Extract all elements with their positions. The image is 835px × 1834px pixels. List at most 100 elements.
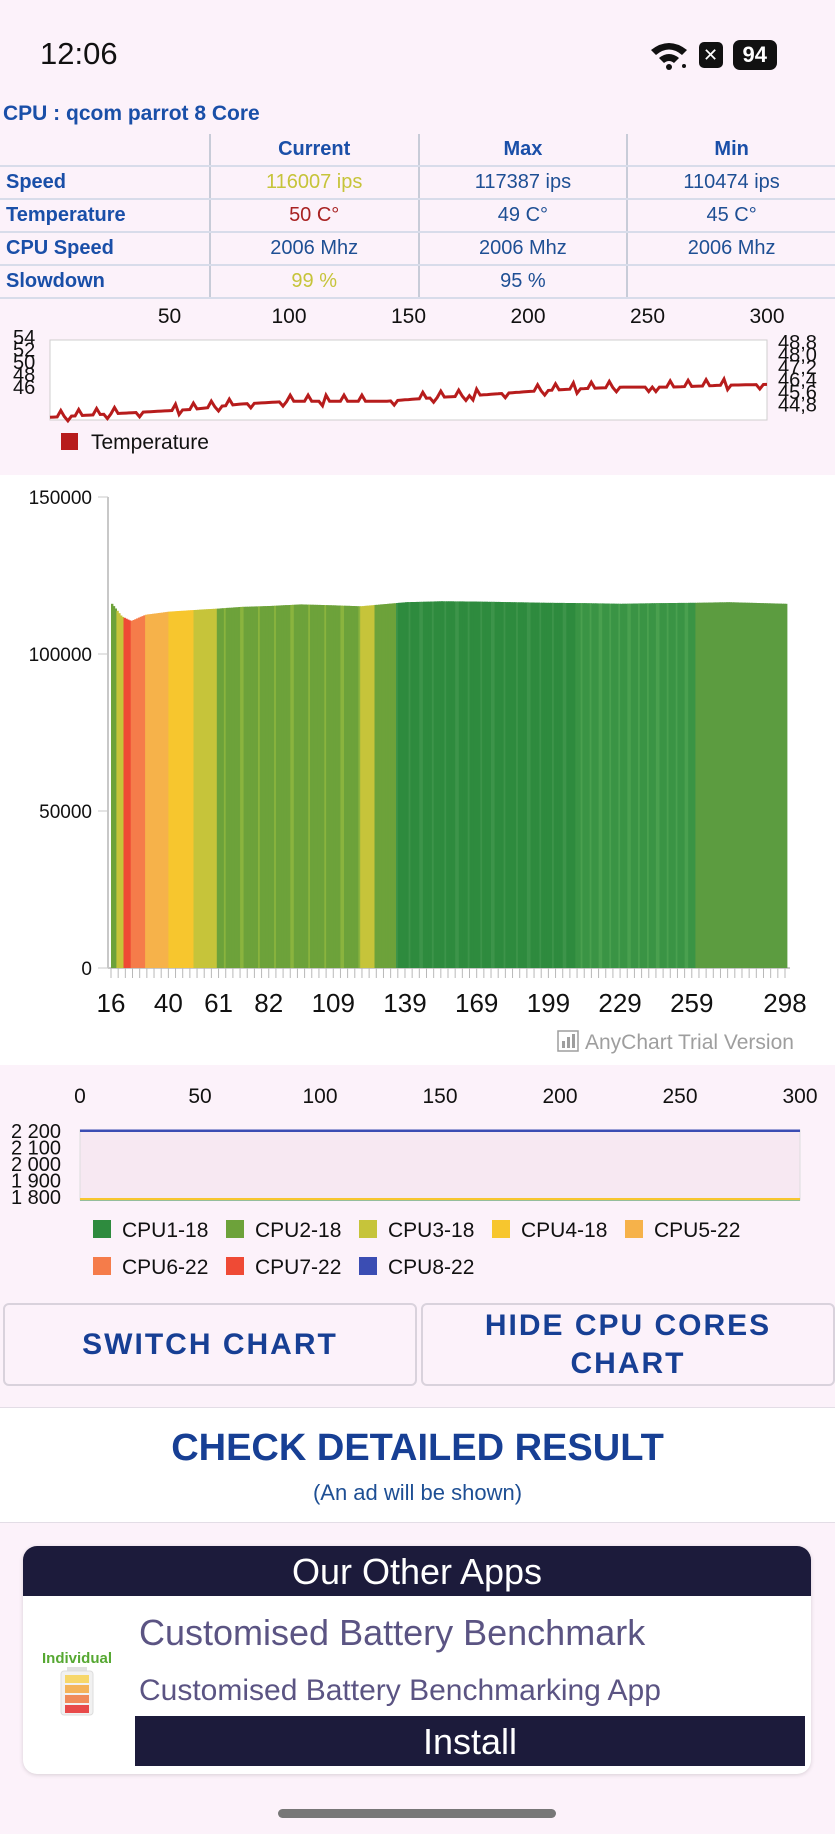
speed-x-tick-label: 199: [527, 988, 570, 1018]
temp-y-tick-label: 50: [13, 352, 35, 374]
speed-bar: [457, 601, 460, 968]
speed-current: 116007 ips: [208, 166, 419, 200]
speed-bar: [492, 601, 496, 968]
speed-bar: [249, 606, 252, 968]
speed-bar: [284, 605, 288, 968]
speed-bar: [154, 613, 157, 968]
speed-bar: [614, 603, 618, 968]
speed-bar: [193, 610, 196, 968]
speed-bar: [507, 602, 510, 968]
speed-bar: [620, 603, 623, 968]
speed-bar: [668, 603, 671, 968]
speed-bar: [632, 603, 635, 968]
speed-bar: [675, 603, 679, 968]
speed-bar: [318, 604, 322, 968]
anychart-watermark-text: AnyChart Trial Version: [585, 1031, 794, 1054]
speed-bar: [446, 601, 449, 968]
speed-bar: [338, 605, 342, 968]
speed-bar: [458, 601, 462, 968]
speed-bar: [367, 605, 370, 968]
speed-bar: [709, 602, 713, 968]
speed-bar: [559, 602, 562, 968]
speed-bar: [745, 602, 748, 968]
check-detailed-result-button[interactable]: CHECK DETAILED RESULT (An ad will be sho…: [0, 1407, 835, 1523]
speed-bar: [634, 603, 637, 968]
speed-bar: [695, 602, 698, 968]
speed-bar: [227, 607, 230, 968]
cores-legend-label: CPU4-18: [521, 1219, 607, 1242]
speed-bar: [727, 602, 730, 968]
speed-bar: [326, 605, 329, 968]
speed-bar: [381, 604, 385, 968]
speed-bar: [256, 606, 259, 968]
speed-bar: [394, 603, 397, 968]
speed-bar: [433, 601, 437, 968]
switch-chart-button[interactable]: SWITCH CHART: [3, 1303, 417, 1386]
speed-bar: [711, 602, 714, 968]
speed-bar: [259, 606, 263, 968]
temperature-plot-area: [49, 339, 768, 421]
speed-bar: [272, 605, 275, 968]
temp-y-tick-label: 46: [13, 377, 35, 399]
install-button[interactable]: Install: [135, 1716, 805, 1766]
speed-bar: [578, 603, 582, 968]
speed-bar: [731, 602, 734, 968]
speed-bar: [546, 602, 549, 968]
hide-cpu-cores-chart-button[interactable]: HIDE CPU CORES CHART: [421, 1303, 835, 1386]
cores-legend-swatch: [625, 1220, 643, 1238]
speed-bar: [331, 605, 334, 968]
speed-bar: [146, 614, 150, 968]
speed-bar: [541, 602, 544, 968]
speed-bar: [245, 606, 248, 968]
cores-x-tick-label: 250: [662, 1085, 697, 1108]
speed-bar: [722, 602, 725, 968]
speed-bar: [682, 602, 686, 968]
speed-bar: [335, 605, 338, 968]
speed-bar: [345, 605, 349, 968]
app-name[interactable]: Customised Battery Benchmark: [139, 1612, 646, 1653]
speed-bar: [725, 602, 729, 968]
speed-bar: [426, 601, 429, 968]
app-logo[interactable]: Individual: [37, 1650, 117, 1722]
battery-app-icon: [60, 1667, 94, 1716]
speed-bar: [548, 602, 551, 968]
speed-bar: [171, 611, 175, 968]
speed-bar: [360, 606, 363, 968]
chart-watermark-icon: [557, 1030, 579, 1052]
temp-x-tick-label: 250: [630, 305, 665, 328]
speed-bar: [197, 609, 200, 968]
speed-bar: [177, 611, 180, 968]
speed-x-tick-label: 109: [312, 988, 355, 1018]
status-time: 12:06: [40, 36, 118, 71]
cores-x-tick-label: 50: [188, 1085, 211, 1108]
speed-bar: [604, 603, 607, 968]
speed-bar: [552, 602, 555, 968]
speed-bar: [621, 603, 625, 968]
speed-bar: [560, 602, 564, 968]
notification-x-icon: ✕: [698, 42, 723, 68]
speed-bar: [471, 601, 474, 968]
home-indicator[interactable]: [278, 1809, 556, 1818]
cores-legend-swatch: [93, 1220, 111, 1238]
table-row: Slowdown 99 % 95 %: [0, 265, 835, 299]
speed-bar: [738, 602, 741, 968]
speed-bar: [749, 602, 752, 968]
speed-bar: [202, 609, 205, 968]
speed-bar: [295, 604, 298, 968]
speed-bar: [315, 604, 318, 968]
speed-bar: [148, 614, 151, 968]
temp-y-tick-label: 54: [13, 327, 35, 349]
speed-bar: [677, 602, 680, 968]
speed-bar: [503, 602, 506, 968]
speed-bar: [344, 605, 347, 968]
speed-bar: [750, 602, 754, 968]
speed-bar: [111, 603, 114, 968]
speed-y-tick-label: 100000: [29, 645, 92, 666]
speed-bar: [399, 602, 402, 968]
wifi-icon: [650, 43, 687, 70]
speed-bar: [369, 605, 372, 968]
speed-bar: [740, 602, 743, 968]
speed-bar: [444, 601, 447, 968]
speed-bar: [170, 611, 173, 968]
speed-bar: [252, 606, 255, 968]
